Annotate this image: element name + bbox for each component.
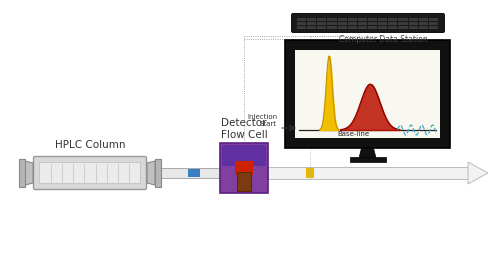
Bar xyxy=(338,18,346,20)
Bar xyxy=(297,18,306,20)
Bar xyxy=(368,22,377,24)
Bar xyxy=(285,40,450,148)
Bar xyxy=(408,26,418,28)
Bar xyxy=(220,143,268,193)
Bar xyxy=(418,18,428,20)
Bar xyxy=(368,18,377,20)
Bar xyxy=(188,169,200,177)
Polygon shape xyxy=(155,159,161,187)
Bar xyxy=(429,18,438,20)
FancyBboxPatch shape xyxy=(292,13,444,32)
Bar xyxy=(295,50,440,138)
Polygon shape xyxy=(468,162,488,184)
Bar xyxy=(388,18,398,20)
Bar xyxy=(348,26,357,28)
Bar xyxy=(297,26,306,28)
Bar xyxy=(408,18,418,20)
Bar xyxy=(378,22,388,24)
Bar xyxy=(418,26,428,28)
Bar xyxy=(307,22,316,24)
FancyBboxPatch shape xyxy=(34,157,146,189)
Bar xyxy=(429,22,438,24)
Bar xyxy=(306,168,314,178)
Bar xyxy=(350,157,386,162)
FancyBboxPatch shape xyxy=(40,162,140,184)
Bar xyxy=(161,168,220,178)
Bar xyxy=(338,26,346,28)
Bar xyxy=(235,161,253,175)
Text: HPLC Column: HPLC Column xyxy=(55,140,125,150)
Bar xyxy=(358,26,367,28)
Text: Computer Data Station: Computer Data Station xyxy=(338,35,428,44)
Bar xyxy=(318,18,326,20)
Bar xyxy=(378,18,388,20)
Bar xyxy=(398,22,407,24)
Bar xyxy=(398,26,407,28)
Bar xyxy=(237,172,251,191)
Polygon shape xyxy=(147,161,155,185)
Bar xyxy=(398,18,407,20)
Bar xyxy=(307,18,316,20)
Bar xyxy=(358,18,367,20)
Bar xyxy=(297,22,306,24)
Bar xyxy=(328,22,336,24)
Text: Detector
Flow Cell: Detector Flow Cell xyxy=(220,118,268,140)
Bar xyxy=(268,167,468,179)
Bar xyxy=(318,26,326,28)
Text: Base-line: Base-line xyxy=(338,131,370,137)
Bar xyxy=(307,26,316,28)
Bar xyxy=(338,22,346,24)
Polygon shape xyxy=(19,159,25,187)
Bar xyxy=(418,22,428,24)
Polygon shape xyxy=(358,148,376,160)
Bar xyxy=(328,26,336,28)
Bar xyxy=(388,26,398,28)
Bar xyxy=(318,22,326,24)
Bar xyxy=(429,26,438,28)
Bar xyxy=(368,26,377,28)
Bar xyxy=(328,18,336,20)
Bar xyxy=(348,22,357,24)
Bar xyxy=(348,18,357,20)
Text: Injection
Start: Injection Start xyxy=(247,114,277,126)
Bar xyxy=(378,26,388,28)
Bar xyxy=(222,145,266,166)
Bar xyxy=(408,22,418,24)
Polygon shape xyxy=(25,161,33,185)
Bar xyxy=(358,22,367,24)
Bar xyxy=(388,22,398,24)
